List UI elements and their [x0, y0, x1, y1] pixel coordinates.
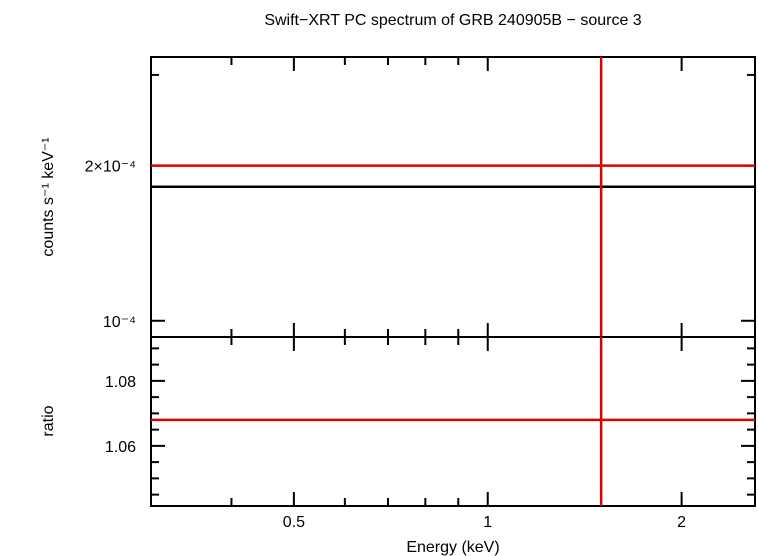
top-y-axis-label: counts s⁻¹ keV⁻¹ [40, 137, 57, 256]
bottom-panel-frame [150, 336, 756, 507]
x-tick-label: 0.5 [283, 514, 305, 531]
spectrum-panel: 2×10⁻⁴ 10⁻⁴ [85, 56, 756, 338]
top-y-tick-label: 10⁻⁴ [103, 314, 136, 331]
top-panel-frame [150, 56, 756, 338]
chart-title: Swift−XRT PC spectrum of GRB 240905B − s… [264, 12, 641, 29]
bottom-y-tick-label: 1.06 [105, 439, 136, 456]
x-tick-label: 1 [483, 514, 492, 531]
bottom-y-tick-label: 1.08 [105, 374, 136, 391]
x-axis-label: Energy (keV) [406, 539, 499, 556]
x-tick-label: 2 [677, 514, 686, 531]
top-y-tick-label: 2×10⁻⁴ [85, 159, 136, 176]
bottom-y-axis-label: ratio [40, 405, 57, 436]
ratio-panel: 1.06 1.08 0.5 1 2 [105, 336, 756, 531]
